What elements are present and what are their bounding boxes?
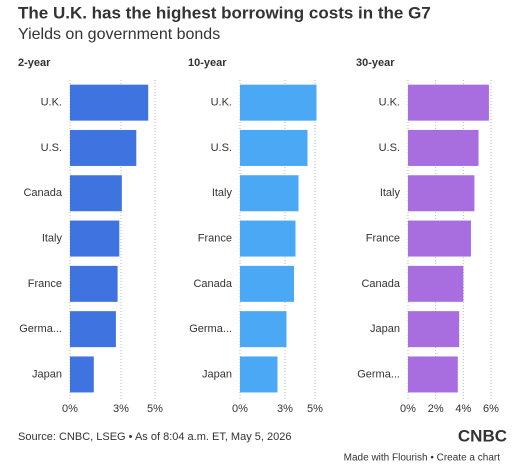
x-tick-label: 5% — [147, 403, 163, 415]
bar — [408, 356, 458, 393]
bar — [70, 175, 122, 212]
category-label: Japan — [32, 368, 62, 380]
chart-title: The U.K. has the highest borrowing costs… — [18, 3, 431, 22]
category-label: France — [28, 278, 62, 290]
category-label: France — [366, 232, 400, 244]
bar — [240, 175, 299, 212]
category-label: Germa... — [19, 323, 62, 335]
x-tick-label: 0% — [400, 403, 416, 415]
category-label: Canada — [23, 187, 62, 199]
x-tick-label: 4% — [455, 403, 471, 415]
x-tick-label: 0% — [62, 403, 78, 415]
panel-title: 30-year — [356, 57, 395, 69]
logo: CNBC — [458, 426, 507, 445]
bar — [70, 311, 116, 348]
bar — [240, 220, 296, 257]
x-tick-label: 2% — [428, 403, 444, 415]
category-label: Japan — [202, 368, 232, 380]
category-label: Canada — [193, 278, 232, 290]
bar — [70, 356, 94, 393]
bar — [70, 84, 149, 121]
category-label: U.K. — [379, 97, 400, 109]
category-label: U.K. — [41, 97, 62, 109]
x-tick-label: 3% — [277, 403, 293, 415]
bar — [408, 220, 471, 257]
x-tick-label: 5% — [307, 403, 323, 415]
category-label: Germa... — [357, 368, 400, 380]
category-label: U.S. — [379, 142, 400, 154]
bar — [408, 265, 464, 302]
bar — [240, 265, 294, 302]
chart-subtitle: Yields on government bonds — [18, 26, 220, 43]
category-label: U.S. — [41, 142, 62, 154]
footer: Made with Flourish • Create a chart — [344, 453, 501, 464]
bar — [240, 311, 287, 348]
bar — [240, 129, 308, 166]
x-tick-label: 3% — [113, 403, 129, 415]
category-label: France — [198, 232, 232, 244]
panel-title: 2-year — [18, 57, 51, 69]
x-tick-label: 6% — [483, 403, 499, 415]
category-label: Italy — [42, 232, 63, 244]
source: Source: CNBC, LSEG • As of 8:04 a.m. ET,… — [18, 431, 291, 443]
panel-title: 10-year — [188, 57, 227, 69]
category-label: Italy — [380, 187, 401, 199]
category-label: U.S. — [211, 142, 232, 154]
bar — [240, 356, 278, 393]
bar — [408, 311, 460, 348]
category-label: Germa... — [189, 323, 232, 335]
bar — [70, 129, 137, 166]
category-label: U.K. — [211, 97, 232, 109]
bar — [70, 265, 118, 302]
bar — [408, 175, 475, 212]
category-label: Canada — [361, 278, 400, 290]
bar — [240, 84, 317, 121]
category-label: Italy — [212, 187, 233, 199]
category-label: Japan — [370, 323, 400, 335]
x-tick-label: 0% — [232, 403, 248, 415]
bar — [408, 129, 479, 166]
bar — [408, 84, 489, 121]
bar — [70, 220, 120, 257]
